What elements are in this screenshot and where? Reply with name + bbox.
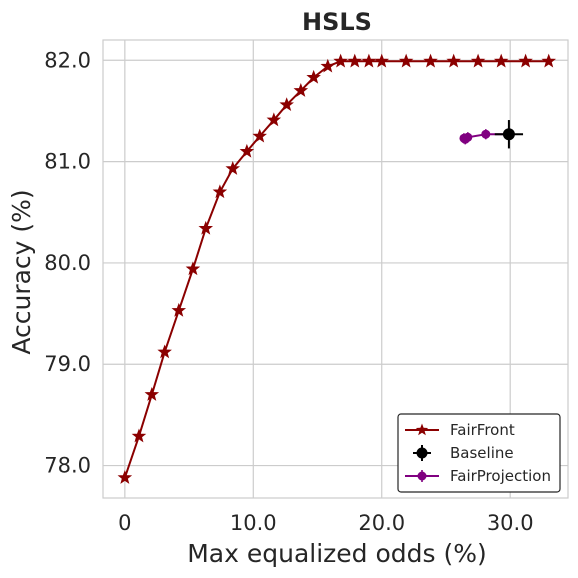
x-tick-label: 20.0 (358, 511, 405, 535)
y-tick-label: 78.0 (44, 454, 91, 478)
legend-item: FairProjection (405, 467, 551, 485)
fairfront-point (541, 53, 556, 68)
fairfront-point (446, 53, 461, 68)
x-tick-label: 10.0 (230, 511, 277, 535)
series-fairfront (117, 53, 556, 484)
y-tick-label: 82.0 (44, 48, 91, 72)
y-tick-label: 81.0 (44, 150, 91, 174)
plot-frame (102, 39, 569, 499)
fairfront-point (225, 161, 241, 175)
fairfront-point (333, 53, 348, 68)
fairfront-point (293, 83, 309, 97)
y-tick-label: 80.0 (44, 251, 91, 275)
fairfront-point (518, 53, 533, 68)
legend-marker-circle (416, 447, 428, 459)
fairfront-point (470, 53, 486, 68)
legend-marker-star (415, 423, 429, 436)
x-tick-label: 30.0 (487, 511, 534, 535)
fairprojection-point (481, 129, 491, 139)
fairfront-point (266, 112, 282, 127)
fairfront-point (279, 97, 294, 112)
fairfront-point (374, 53, 390, 68)
fairfront-point (212, 184, 228, 199)
fairfront-point (117, 470, 133, 484)
fairfront-point (198, 220, 214, 235)
fairfront-point (171, 302, 187, 317)
y-axis-label: Accuracy (%) (7, 189, 36, 354)
x-ticks: 0 10.0 20.0 30.0 (118, 511, 533, 535)
legend-marker-circle (417, 471, 427, 481)
baseline-point (502, 128, 515, 141)
fairfront-point (398, 53, 414, 68)
fairfront-point (320, 58, 336, 73)
legend-box (397, 413, 561, 493)
y-ticks: 78.0 79.0 80.0 81.0 82.0 (44, 48, 91, 477)
fairfront-point (493, 53, 509, 68)
x-tick-label: 0 (118, 511, 131, 535)
fairfront-point (239, 143, 255, 158)
x-axis-label: Max equalized odds (%) (187, 539, 487, 568)
series-baseline (494, 120, 524, 149)
y-tick-label: 79.0 (44, 352, 91, 376)
fairfront-point (144, 387, 160, 401)
fairfront-point (423, 53, 438, 68)
legend-label: Baseline (450, 444, 514, 462)
grid (103, 40, 568, 498)
legend: FairFront Baseline FairProjection (397, 413, 561, 493)
fairfront-point (252, 128, 267, 143)
fairfront-point (185, 261, 201, 276)
chart-title: HSLS (302, 8, 372, 36)
legend-item: Baseline (413, 444, 514, 462)
fairfront-point (347, 53, 363, 68)
fairfront-point (306, 69, 321, 84)
fairprojection-point (463, 132, 473, 142)
legend-item: FairFront (405, 421, 515, 439)
legend-label: FairFront (450, 421, 515, 439)
series-layer (117, 53, 556, 484)
fairfront-point (157, 344, 172, 359)
fairfront-point (361, 53, 377, 68)
fairfront-point (131, 428, 147, 443)
legend-label: FairProjection (450, 467, 551, 485)
